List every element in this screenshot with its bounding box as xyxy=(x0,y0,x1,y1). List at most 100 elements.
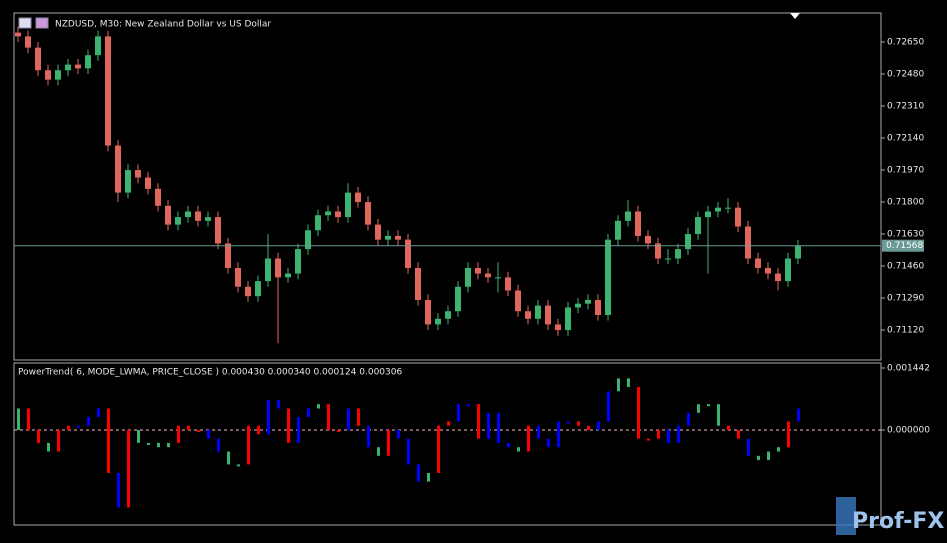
indicator-bar xyxy=(97,408,100,418)
indicator-bar xyxy=(687,412,690,426)
indicator-bar xyxy=(547,438,550,448)
main-panel xyxy=(13,12,882,361)
candle-body xyxy=(595,299,601,316)
candle-body xyxy=(575,303,581,308)
candle-body xyxy=(145,177,151,189)
candle-body xyxy=(495,277,501,279)
indicator-panel xyxy=(13,362,882,526)
indicator-bar xyxy=(517,447,520,452)
indicator-bar xyxy=(457,404,460,422)
icon[interactable] xyxy=(35,17,49,29)
candle-body xyxy=(525,311,531,319)
y-tick-label: 0.71800 xyxy=(887,198,924,208)
indicator-bar xyxy=(557,421,560,448)
candle-body xyxy=(345,192,351,218)
indicator-bar xyxy=(17,408,20,431)
candle-body xyxy=(695,217,701,235)
y-tick-label: 0.72140 xyxy=(887,134,924,144)
indicator-bar xyxy=(277,399,280,409)
candle-body xyxy=(585,299,591,304)
candle-body xyxy=(365,202,371,225)
indicator-bar xyxy=(27,408,30,431)
icon[interactable] xyxy=(18,17,32,29)
candle-body xyxy=(675,249,681,259)
candle-body xyxy=(255,281,261,297)
indicator-bar xyxy=(387,430,390,456)
candle-body xyxy=(195,211,201,221)
indicator-bar xyxy=(697,404,700,413)
y-tick-label: 0.71630 xyxy=(887,230,924,240)
indicator-bar xyxy=(187,425,190,431)
indicator-bar xyxy=(577,421,580,426)
candle-body xyxy=(185,211,191,218)
candle-body xyxy=(625,211,631,221)
y-tick-label: 0.71120 xyxy=(887,326,924,336)
indicator-bar xyxy=(587,425,590,431)
indicator-bar xyxy=(147,442,150,445)
candle-body xyxy=(25,36,31,48)
indicator-bar xyxy=(667,430,670,443)
indicator-bar xyxy=(307,408,310,418)
candle-body xyxy=(205,217,211,221)
indicator-bar xyxy=(397,430,400,439)
candle-body xyxy=(565,307,571,331)
indicator-bar xyxy=(357,408,360,426)
indicator-bar xyxy=(427,473,430,482)
y-tick-label: 0.72650 xyxy=(887,37,924,47)
candle-body xyxy=(435,318,441,325)
candle-body xyxy=(315,215,321,231)
candle-body xyxy=(705,211,711,218)
indicator-bar xyxy=(637,386,640,439)
shift-marker[interactable] xyxy=(790,13,800,19)
indicator-bar xyxy=(47,442,50,452)
candle-body xyxy=(615,220,621,240)
indicator-bar xyxy=(497,412,500,443)
indicator-bar xyxy=(787,421,790,448)
indicator-bar xyxy=(377,447,380,456)
indicator-bar xyxy=(57,430,60,452)
price-label: 0.71568 xyxy=(886,241,923,251)
candle-body xyxy=(425,299,431,325)
indicator-bar xyxy=(597,421,600,431)
y-tick-label: 0.71970 xyxy=(887,166,924,176)
candle-body xyxy=(605,239,611,316)
candle-body xyxy=(405,239,411,268)
candle-body xyxy=(325,211,331,216)
indicator-bar xyxy=(107,408,110,474)
candle-body xyxy=(265,258,271,282)
indicator-bar xyxy=(727,425,730,431)
candle-body xyxy=(335,211,341,218)
candle-body xyxy=(225,243,231,268)
candle-body xyxy=(415,267,421,300)
candle-body xyxy=(35,47,41,71)
candle-body xyxy=(635,211,641,236)
candle-body xyxy=(245,286,251,297)
candle-body xyxy=(235,267,241,287)
candle-body xyxy=(445,311,451,319)
candle-body xyxy=(725,207,731,209)
indicator-bar xyxy=(567,421,570,424)
candle-body xyxy=(455,286,461,312)
indicator-bar xyxy=(257,425,260,435)
indicator-bar xyxy=(77,425,80,428)
candle-body xyxy=(735,207,741,227)
y-tick-label: 0.72310 xyxy=(887,102,924,112)
indicator-bar xyxy=(447,421,450,426)
candle-body xyxy=(155,188,161,206)
indicator-bar xyxy=(677,425,680,443)
indicator-bar xyxy=(247,425,250,465)
indicator-bar xyxy=(617,378,620,392)
candle-body xyxy=(295,249,301,274)
candle-body xyxy=(645,235,651,244)
indicator-bar xyxy=(437,425,440,474)
y-tick-label: 0.71290 xyxy=(887,294,924,304)
indicator-bar xyxy=(227,451,230,465)
candle-body xyxy=(475,267,481,274)
indicator-bar xyxy=(657,430,660,439)
candle-body xyxy=(755,258,761,268)
indicator-bar xyxy=(217,438,220,452)
candle-body xyxy=(555,324,561,331)
candle-body xyxy=(685,234,691,250)
